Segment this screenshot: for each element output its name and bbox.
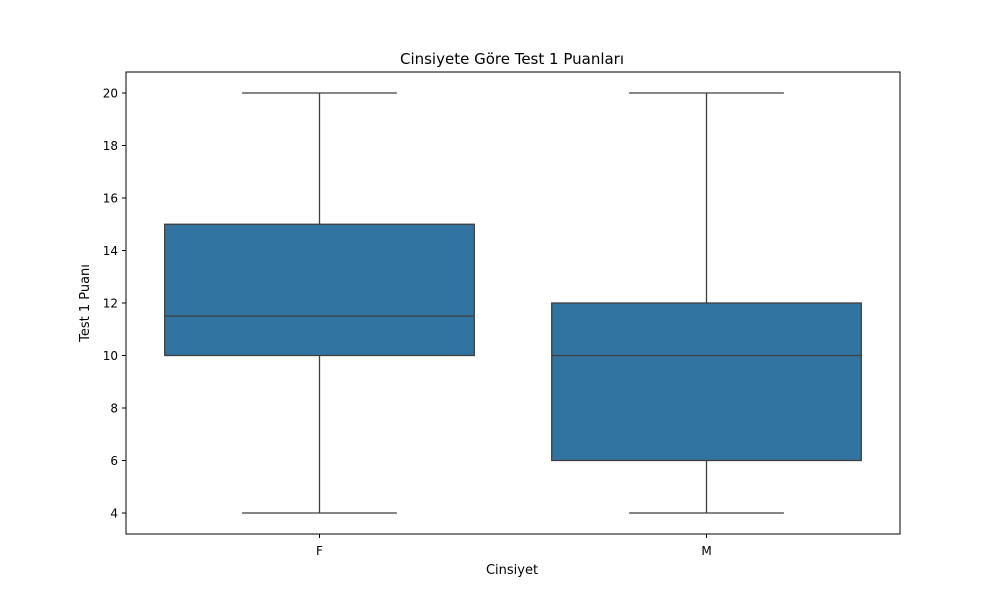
y-axis-ticks: 4 6 8 10 12 14 16 18 20 [103, 87, 126, 521]
y-tick-label: 20 [103, 87, 118, 101]
x-tick-label: F [316, 544, 323, 558]
plot-area [125, 71, 901, 535]
x-tick-label: M [701, 544, 711, 558]
chart-title: Cinsiyete Göre Test 1 Puanları [400, 50, 624, 68]
x-axis-label: Cinsiyet [486, 563, 538, 578]
y-tick-label: 10 [103, 349, 118, 363]
y-tick-label: 6 [110, 454, 118, 468]
iqr-box [164, 223, 475, 357]
y-tick-label: 16 [103, 192, 118, 206]
box-m [551, 92, 862, 514]
y-tick-label: 8 [110, 402, 118, 416]
box-f [164, 92, 475, 514]
y-tick-label: 18 [103, 139, 118, 153]
y-tick-label: 4 [110, 507, 118, 521]
y-axis-label: Test 1 Puanı [78, 264, 93, 343]
iqr-box [551, 302, 862, 462]
y-tick-label: 12 [103, 297, 118, 311]
y-tick-label: 14 [103, 244, 118, 258]
